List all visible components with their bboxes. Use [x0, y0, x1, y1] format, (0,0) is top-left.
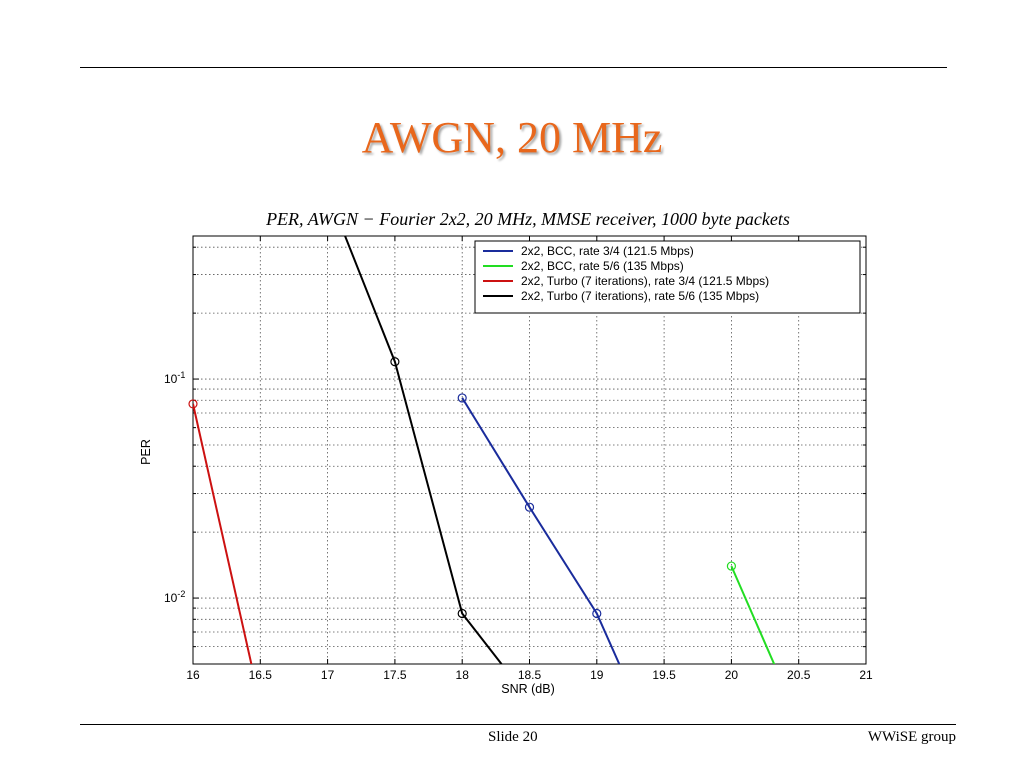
legend-entry-label: 2x2, Turbo (7 iterations), rate 3/4 (121… — [521, 274, 769, 288]
y-tick-exponent: -2 — [177, 589, 185, 599]
data-point-marker — [188, 399, 198, 409]
x-tick-label: 17.5 — [383, 668, 407, 682]
legend-box — [474, 240, 861, 314]
slide-title: AWGN, 20 MHz — [361, 113, 663, 162]
footer-group-name: WWiSE group — [867, 729, 956, 745]
series-line — [343, 236, 503, 664]
y-axis-label: PER — [139, 439, 153, 465]
top-rule — [80, 67, 947, 68]
legend-entry-label: 2x2, Turbo (7 iterations), rate 5/6 (135… — [521, 289, 759, 303]
data-point-marker — [524, 502, 535, 512]
bottom-rule — [80, 724, 956, 725]
series-line — [461, 397, 621, 664]
x-tick-label: 18 — [456, 668, 470, 682]
x-tick-label: 19.5 — [652, 668, 676, 682]
data-point-marker — [457, 608, 467, 619]
y-tick-label: 10-1 — [164, 370, 185, 386]
legend-entry-label: 2x2, BCC, rate 3/4 (121.5 Mbps) — [521, 244, 694, 258]
x-tick-label: 16 — [186, 668, 200, 682]
chart-title: PER, AWGN − Fourier 2x2, 20 MHz, MMSE re… — [265, 209, 790, 229]
data-point-marker — [726, 561, 737, 571]
data-point-marker — [457, 393, 467, 403]
legend-entry-label: 2x2, BCC, rate 5/6 (135 Mbps) — [521, 259, 684, 273]
x-tick-label: 20 — [725, 668, 739, 682]
y-tick-label: 10-2 — [164, 589, 185, 605]
series-line — [730, 565, 776, 664]
y-tick-exponent: -1 — [177, 370, 185, 380]
x-tick-label: 18.5 — [518, 668, 542, 682]
x-tick-label: 20.5 — [787, 668, 811, 682]
x-tick-label: 16.5 — [249, 668, 273, 682]
slide-number: Slide 20 — [488, 729, 538, 745]
x-tick-label: 17 — [321, 668, 335, 682]
data-point-marker — [592, 608, 602, 619]
data-point-marker — [390, 357, 400, 367]
series-line — [193, 403, 253, 664]
x-tick-label: 19 — [590, 668, 604, 682]
x-tick-label: 21 — [859, 668, 873, 682]
plot-area: 16 16.5 17 17.5 18 18.5 19 19.5 20 20.5 21 10-1 10-2… — [164, 235, 873, 682]
x-axis-label: SNR (dB) — [501, 682, 554, 696]
